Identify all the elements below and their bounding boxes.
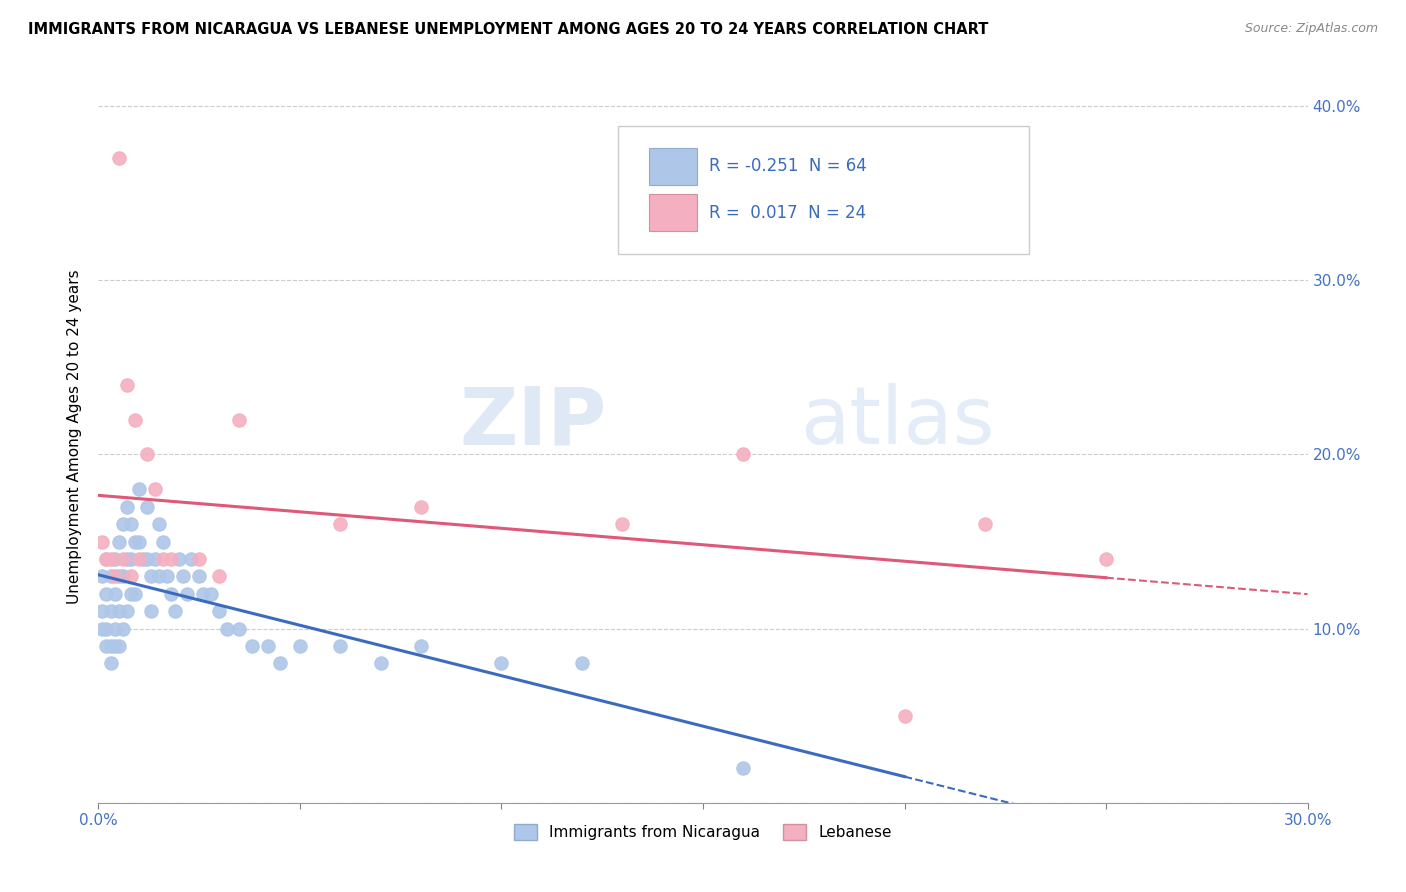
Point xyxy=(240,639,263,653)
Point xyxy=(156,569,179,583)
Point xyxy=(148,517,170,532)
Point xyxy=(329,517,352,532)
Point xyxy=(107,152,129,166)
Point xyxy=(115,604,138,618)
Point xyxy=(217,622,239,636)
Point xyxy=(370,657,392,671)
Point xyxy=(128,552,150,566)
Point xyxy=(124,587,146,601)
Text: Source: ZipAtlas.com: Source: ZipAtlas.com xyxy=(1244,22,1378,36)
Point xyxy=(208,604,231,618)
Point xyxy=(200,587,222,601)
Point xyxy=(100,569,122,583)
Point xyxy=(180,552,202,566)
Text: atlas: atlas xyxy=(800,384,994,461)
Point xyxy=(96,622,118,636)
Point xyxy=(329,639,352,653)
Point xyxy=(103,639,125,653)
Point xyxy=(256,639,278,653)
Point xyxy=(124,412,146,426)
FancyBboxPatch shape xyxy=(619,126,1029,254)
Point xyxy=(188,569,211,583)
Point xyxy=(409,639,432,653)
Point xyxy=(571,657,593,671)
Point xyxy=(193,587,215,601)
Point xyxy=(107,604,129,618)
Point xyxy=(409,500,432,514)
Point xyxy=(152,552,174,566)
Point xyxy=(100,657,122,671)
Point xyxy=(107,534,129,549)
Bar xyxy=(648,194,697,231)
Point xyxy=(120,569,142,583)
Point xyxy=(188,552,211,566)
Point xyxy=(96,552,118,566)
Point xyxy=(115,552,138,566)
Point xyxy=(228,412,250,426)
Point xyxy=(228,622,250,636)
Point xyxy=(128,483,150,497)
Point xyxy=(120,552,142,566)
Point xyxy=(111,569,134,583)
Point xyxy=(172,569,194,583)
Point xyxy=(176,587,198,601)
Point xyxy=(111,622,134,636)
Point xyxy=(612,517,634,532)
Point xyxy=(269,657,291,671)
Point xyxy=(103,622,125,636)
Point xyxy=(167,552,190,566)
Point xyxy=(100,552,122,566)
Point xyxy=(135,500,157,514)
Text: R = -0.251  N = 64: R = -0.251 N = 64 xyxy=(709,158,866,176)
Point xyxy=(103,569,125,583)
Text: R =  0.017  N = 24: R = 0.017 N = 24 xyxy=(709,203,866,221)
Point xyxy=(1095,552,1118,566)
Point xyxy=(91,569,114,583)
Text: IMMIGRANTS FROM NICARAGUA VS LEBANESE UNEMPLOYMENT AMONG AGES 20 TO 24 YEARS COR: IMMIGRANTS FROM NICARAGUA VS LEBANESE UN… xyxy=(28,22,988,37)
Point xyxy=(491,657,513,671)
Point xyxy=(91,534,114,549)
Point xyxy=(111,552,134,566)
Point xyxy=(96,587,118,601)
Point xyxy=(893,708,915,723)
Point xyxy=(100,604,122,618)
Y-axis label: Unemployment Among Ages 20 to 24 years: Unemployment Among Ages 20 to 24 years xyxy=(67,269,83,605)
Point xyxy=(111,517,134,532)
Bar xyxy=(648,148,697,185)
Point xyxy=(107,569,129,583)
Point xyxy=(152,534,174,549)
Point xyxy=(974,517,997,532)
Point xyxy=(124,534,146,549)
Point xyxy=(132,552,155,566)
Point xyxy=(135,552,157,566)
Point xyxy=(208,569,231,583)
Point xyxy=(91,622,114,636)
Point xyxy=(733,761,755,775)
Point xyxy=(96,552,118,566)
Point xyxy=(103,587,125,601)
Point xyxy=(115,500,138,514)
Text: ZIP: ZIP xyxy=(458,384,606,461)
Point xyxy=(288,639,311,653)
Legend: Immigrants from Nicaragua, Lebanese: Immigrants from Nicaragua, Lebanese xyxy=(508,818,898,847)
Point xyxy=(160,587,183,601)
Point xyxy=(733,448,755,462)
Point xyxy=(160,552,183,566)
Point xyxy=(139,569,162,583)
Point xyxy=(135,448,157,462)
Point xyxy=(100,639,122,653)
Point xyxy=(128,534,150,549)
Point xyxy=(115,377,138,392)
Point xyxy=(120,587,142,601)
Point xyxy=(139,604,162,618)
Point xyxy=(96,639,118,653)
Point xyxy=(163,604,186,618)
Point xyxy=(107,639,129,653)
Point xyxy=(91,604,114,618)
Point xyxy=(148,569,170,583)
Point xyxy=(143,552,166,566)
Point xyxy=(120,517,142,532)
Point xyxy=(103,552,125,566)
Point xyxy=(143,483,166,497)
